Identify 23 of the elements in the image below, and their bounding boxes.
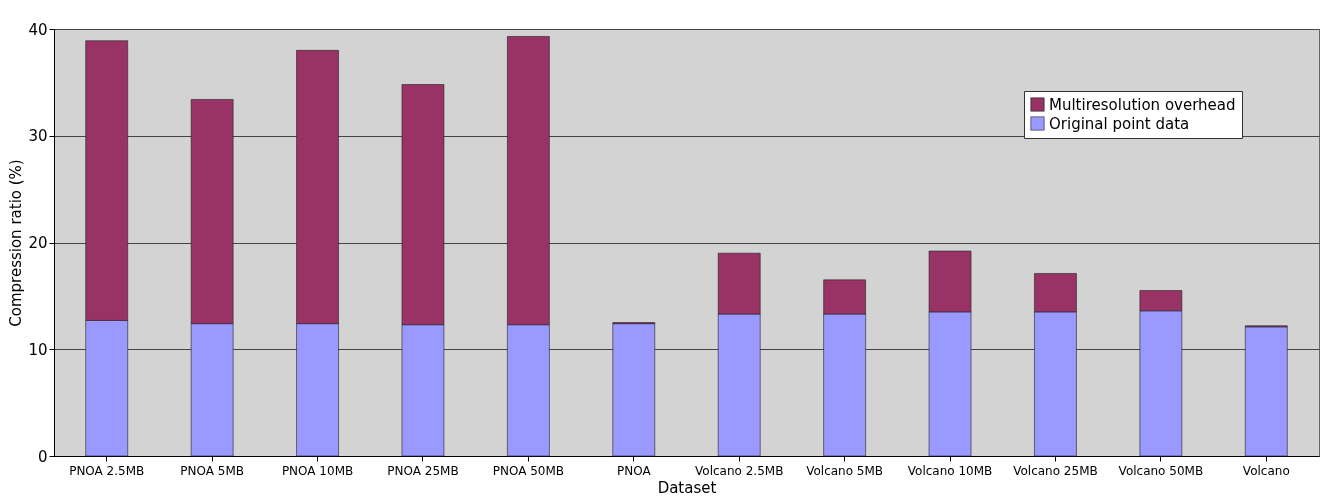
y-tick-label: 40: [28, 20, 48, 39]
y-tick-label: 0: [37, 447, 48, 466]
x-tick-label: PNOA 10MB: [281, 463, 354, 478]
legend-label: Multiresolution overhead: [1049, 95, 1236, 114]
y-axis-title: Compression ratio (%): [7, 159, 26, 327]
legend-label: Original point data: [1049, 114, 1190, 133]
y-tick-label: 20: [28, 234, 48, 252]
x-tick-label: PNOA 5MB: [180, 463, 244, 478]
x-tick-label: PNOA: [616, 463, 652, 478]
bar: [612, 323, 656, 457]
x-tick-label: Volcano 25MB: [1013, 463, 1098, 478]
bar: [1244, 326, 1288, 457]
x-tick-label: Volcano 2.5MB: [695, 463, 784, 478]
x-tick-label: PNOA 50MB: [492, 463, 565, 478]
x-tick-label: PNOA 25MB: [387, 463, 459, 478]
x-tick-label: PNOA 2.5MB: [69, 463, 145, 478]
y-tick-label: 30: [28, 127, 48, 146]
x-tick-label: Volcano 10MB: [907, 463, 993, 478]
x-tick-label: Volcano 5MB: [806, 463, 884, 478]
x-tick-label: Volcano: [1242, 463, 1290, 478]
x-axis-title: Dataset: [657, 478, 717, 497]
y-tick-label: 10: [28, 340, 48, 359]
x-tick-label: Volcano 50MB: [1118, 463, 1204, 478]
